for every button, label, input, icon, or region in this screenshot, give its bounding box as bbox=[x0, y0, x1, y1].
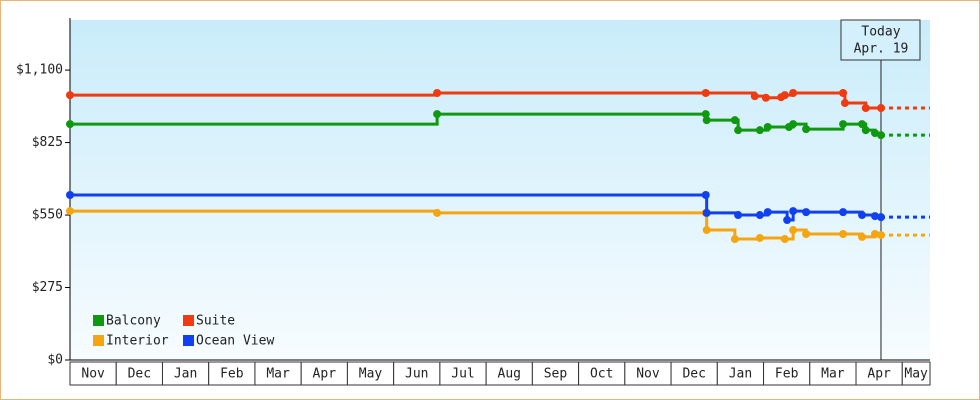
point bbox=[734, 211, 743, 220]
point bbox=[433, 208, 442, 217]
point bbox=[858, 232, 867, 241]
point bbox=[858, 211, 867, 220]
point bbox=[763, 208, 772, 217]
y-tick-label: $825 bbox=[32, 135, 63, 150]
point bbox=[780, 235, 789, 244]
point bbox=[789, 120, 798, 129]
point bbox=[755, 211, 764, 220]
point bbox=[730, 235, 739, 244]
today-date: Apr. 19 bbox=[854, 42, 909, 57]
point bbox=[755, 126, 764, 135]
point bbox=[780, 91, 789, 100]
legend: Balcony Suite Interior Ocean View bbox=[93, 314, 274, 349]
legend-swatch bbox=[183, 335, 194, 346]
point bbox=[839, 208, 848, 217]
point bbox=[858, 120, 867, 129]
point bbox=[66, 207, 74, 216]
point bbox=[763, 123, 772, 132]
x-tick-label: Mar bbox=[266, 367, 290, 382]
point bbox=[702, 226, 711, 235]
point bbox=[861, 126, 870, 135]
x-tick-label: Oct bbox=[590, 367, 613, 382]
legend-label: Suite bbox=[196, 314, 235, 329]
x-tick-label: Apr bbox=[867, 367, 891, 382]
x-tick-label: Jan bbox=[729, 367, 752, 382]
legend-label: Balcony bbox=[106, 314, 161, 329]
plot-area bbox=[70, 20, 930, 360]
x-tick-label: Aug bbox=[498, 367, 521, 382]
point bbox=[755, 233, 764, 242]
point bbox=[734, 126, 743, 135]
point bbox=[861, 104, 870, 113]
point bbox=[433, 110, 442, 119]
point bbox=[870, 129, 879, 138]
x-tick-label: Jan bbox=[174, 367, 197, 382]
today-box bbox=[840, 19, 921, 61]
point bbox=[701, 110, 710, 119]
point bbox=[876, 213, 885, 222]
y-tick-label: $275 bbox=[32, 280, 63, 295]
x-tick-label: Jul bbox=[451, 367, 474, 382]
x-tick-label: Mar bbox=[821, 367, 845, 382]
point bbox=[802, 230, 811, 239]
point bbox=[702, 208, 711, 217]
point bbox=[870, 212, 879, 221]
month-cell bbox=[901, 361, 931, 386]
point bbox=[761, 93, 770, 102]
point bbox=[876, 104, 885, 113]
point bbox=[701, 191, 710, 200]
x-tick-label: Apr bbox=[313, 367, 337, 382]
x-tick-label: Dec bbox=[128, 367, 151, 382]
y-tick-label: $1,100 bbox=[16, 63, 63, 78]
legend-swatch bbox=[93, 335, 104, 346]
legend-swatch bbox=[183, 315, 194, 326]
point bbox=[750, 92, 759, 101]
point bbox=[802, 208, 811, 217]
point bbox=[730, 116, 739, 125]
point bbox=[876, 131, 885, 140]
point bbox=[66, 120, 74, 129]
point bbox=[66, 91, 74, 100]
x-tick-label: Dec bbox=[682, 367, 705, 382]
point bbox=[839, 89, 848, 98]
x-tick-label: Jun bbox=[405, 367, 428, 382]
legend-label: Interior bbox=[106, 334, 169, 349]
point bbox=[839, 230, 848, 239]
y-tick-label: $550 bbox=[32, 208, 63, 223]
point bbox=[876, 231, 885, 240]
point bbox=[839, 120, 848, 129]
point bbox=[870, 230, 879, 239]
point bbox=[701, 89, 710, 98]
point bbox=[783, 216, 792, 225]
x-tick-label: Feb bbox=[775, 367, 799, 382]
x-tick-label: Nov bbox=[81, 367, 105, 382]
point bbox=[789, 226, 798, 235]
x-tick-label: May bbox=[904, 367, 928, 382]
legend-swatch bbox=[93, 315, 104, 326]
y-tick-label: $0 bbox=[47, 353, 63, 368]
x-tick-label: Nov bbox=[636, 367, 660, 382]
x-tick-label: Sep bbox=[544, 367, 568, 382]
x-tick-label: Feb bbox=[220, 367, 244, 382]
point bbox=[789, 89, 798, 98]
point bbox=[702, 116, 711, 125]
point bbox=[66, 191, 74, 200]
point bbox=[802, 125, 811, 134]
x-tick-label: May bbox=[359, 367, 383, 382]
point bbox=[840, 99, 849, 108]
legend-label: Ocean View bbox=[196, 334, 274, 349]
point bbox=[433, 89, 442, 98]
today-label: Today bbox=[861, 25, 900, 40]
point bbox=[789, 207, 798, 216]
